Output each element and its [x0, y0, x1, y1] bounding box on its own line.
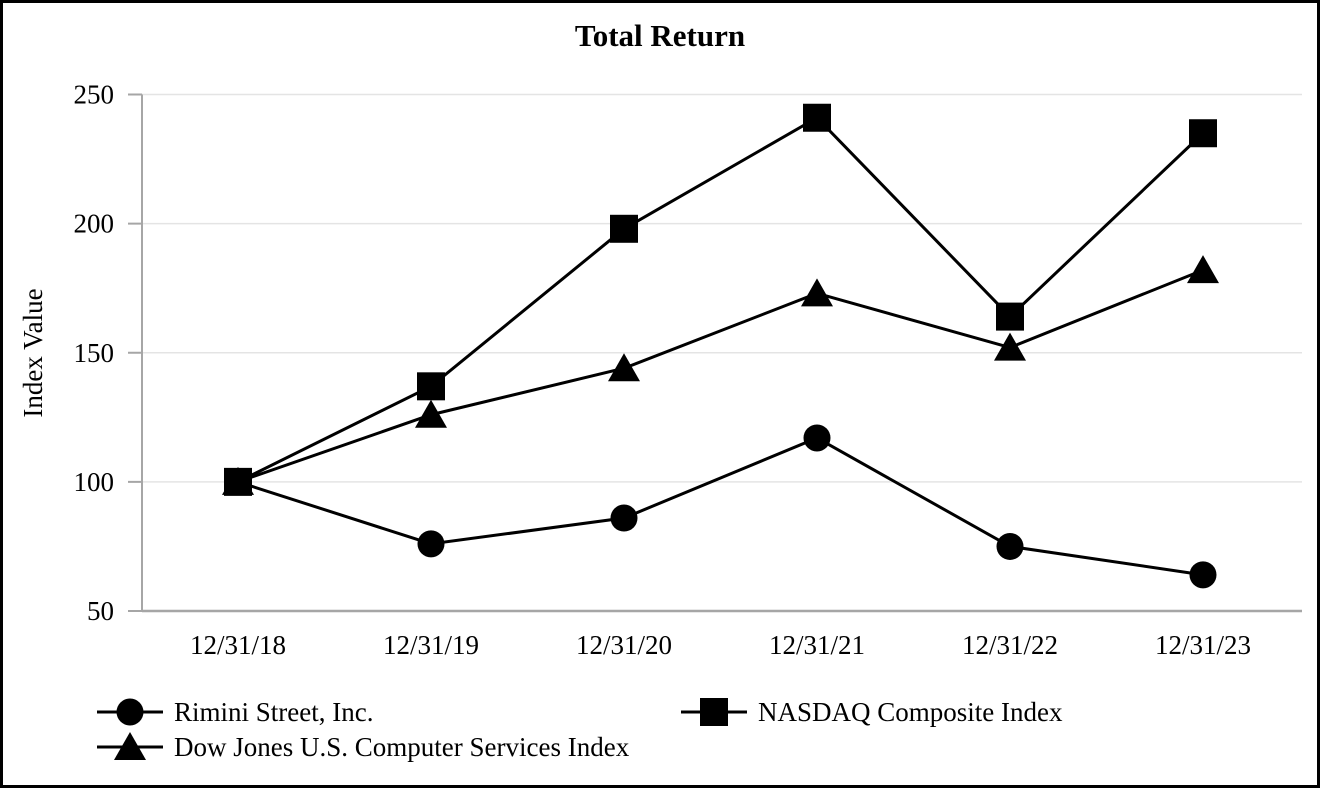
- series-line-0: [237, 436, 1204, 577]
- y-axis-title: Index Value: [18, 288, 48, 417]
- series-1-point-1: [417, 372, 445, 401]
- series-0-point-2: [610, 504, 638, 532]
- series-0-point-4: [996, 532, 1024, 560]
- series-1-point-5: [1189, 119, 1217, 148]
- y-tick-label-50: 50: [87, 596, 114, 626]
- legend-circle-icon: [116, 698, 144, 726]
- x-tick-label-5: 12/31/23: [1155, 630, 1251, 660]
- y-tick-label-100: 100: [74, 467, 115, 497]
- series-1-point-4: [996, 302, 1024, 331]
- chart-title: Total Return: [575, 18, 745, 53]
- y-tick-label-200: 200: [74, 209, 115, 239]
- series-1-point-2: [610, 214, 638, 243]
- series-2-point-4: [994, 332, 1026, 361]
- legend-square-icon: [700, 698, 728, 726]
- series-2-point-0: [222, 466, 254, 495]
- x-tick-label-0: 12/31/18: [190, 630, 286, 660]
- series-line-2: [237, 268, 1204, 484]
- series-2-point-1: [415, 399, 447, 428]
- x-tick-label-3: 12/31/21: [769, 630, 865, 660]
- x-tick-label-2: 12/31/20: [576, 630, 672, 660]
- legend-label-0: Rimini Street, Inc.: [174, 697, 373, 727]
- x-tick-label-4: 12/31/22: [962, 630, 1058, 660]
- legend-triangle-icon: [114, 732, 146, 760]
- series-2-point-2: [608, 353, 640, 382]
- series-0-point-5: [1189, 561, 1217, 589]
- series-2-point-5: [1187, 255, 1219, 284]
- x-tick-label-1: 12/31/19: [383, 630, 479, 660]
- series-0-point-1: [417, 530, 445, 558]
- series-1-point-3: [803, 103, 831, 132]
- series-2-point-3: [801, 278, 833, 307]
- legend-label-1: NASDAQ Composite Index: [758, 697, 1063, 727]
- series-line-1: [237, 115, 1205, 484]
- y-tick-label-150: 150: [74, 338, 115, 368]
- series-0-point-3: [803, 424, 831, 452]
- legend-label-2: Dow Jones U.S. Computer Services Index: [174, 732, 630, 762]
- y-tick-label-250: 250: [74, 80, 115, 110]
